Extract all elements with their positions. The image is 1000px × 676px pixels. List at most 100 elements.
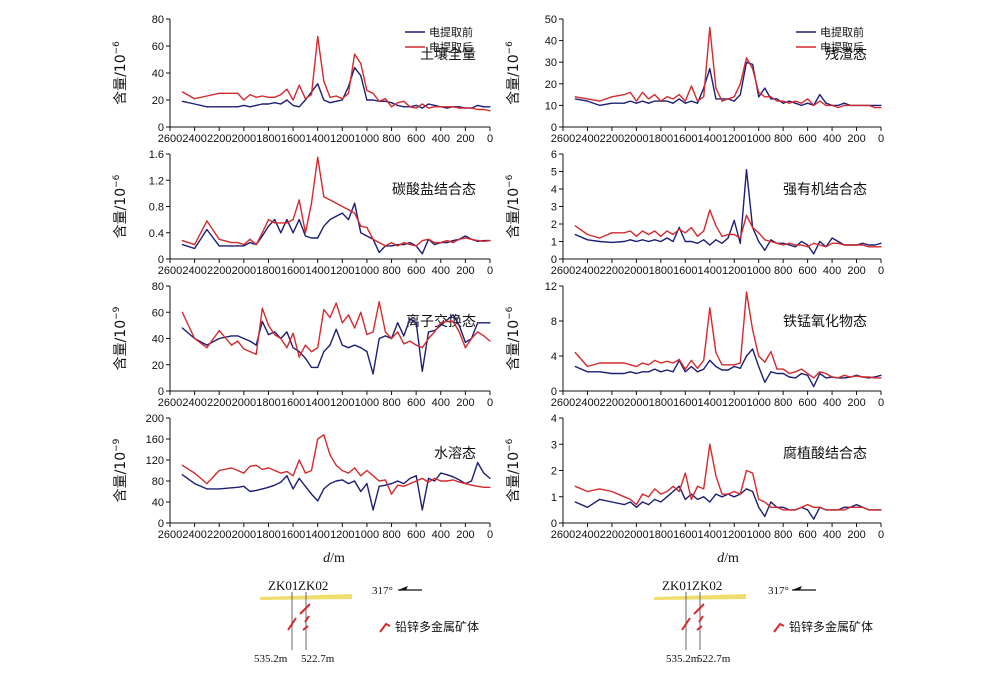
data-point — [837, 242, 839, 244]
data-point — [335, 215, 337, 217]
y-tick-label: 0 — [158, 254, 164, 266]
data-point — [286, 347, 288, 349]
x-tick-label: 2600 — [551, 397, 575, 409]
data-point — [782, 244, 784, 246]
data-point — [813, 518, 815, 520]
data-point — [477, 240, 479, 242]
data-point — [470, 480, 473, 482]
data-point — [874, 246, 876, 248]
data-point — [341, 205, 343, 208]
data-point — [427, 103, 430, 105]
data-point — [366, 483, 368, 485]
data-point — [286, 475, 288, 477]
data-point — [611, 501, 613, 503]
data-point — [574, 225, 576, 227]
data-point — [397, 243, 399, 246]
data-point — [843, 509, 845, 511]
data-point — [249, 340, 251, 342]
data-point — [648, 102, 650, 104]
data-point — [770, 501, 772, 503]
data-point — [825, 246, 827, 248]
data-point — [194, 103, 196, 105]
x-tick-label: 200 — [847, 529, 865, 541]
data-point — [733, 100, 735, 102]
data-point — [660, 493, 662, 495]
data-point — [409, 477, 411, 479]
data-point — [794, 371, 796, 373]
data-point — [280, 232, 282, 234]
data-point — [666, 496, 668, 498]
data-point — [727, 237, 729, 239]
x-tick-label: 800 — [774, 133, 792, 145]
data-point — [354, 480, 356, 482]
data-point — [415, 104, 417, 106]
data-point — [249, 490, 251, 493]
data-point — [843, 374, 845, 376]
y-tick-label: 1 — [551, 237, 557, 249]
data-point — [672, 233, 674, 236]
data-point — [390, 241, 393, 244]
depth-label-zk02: 522.7m — [697, 653, 731, 665]
x-tick-label: 2200 — [207, 397, 231, 409]
data-point — [855, 506, 858, 508]
data-point — [446, 474, 448, 476]
data-point — [298, 106, 300, 108]
x-tick-label: 1800 — [649, 529, 673, 541]
data-point — [837, 509, 839, 511]
data-point — [329, 96, 331, 98]
data-point — [421, 347, 423, 349]
data-point — [782, 368, 784, 370]
data-point — [243, 337, 245, 340]
series-points — [574, 27, 882, 109]
x-tick-label: 400 — [432, 529, 450, 541]
data-point — [310, 469, 313, 472]
data-point — [690, 85, 693, 87]
data-point — [378, 251, 380, 254]
data-point — [446, 106, 448, 108]
x-tick-label: 800 — [382, 529, 400, 541]
north-arrow-icon — [398, 586, 422, 591]
y-tick-label: 160 — [146, 434, 164, 446]
data-point — [317, 156, 319, 158]
data-point — [641, 239, 644, 241]
data-point — [739, 237, 741, 239]
data-point — [298, 356, 300, 358]
data-point — [470, 107, 473, 109]
x-tick-label: 1400 — [305, 133, 329, 145]
data-point — [421, 107, 423, 109]
data-point — [666, 96, 668, 98]
x-tick-label: 2200 — [600, 529, 624, 541]
data-point — [764, 515, 766, 518]
data-point — [574, 96, 576, 98]
y-tick-label: 6 — [551, 149, 557, 161]
x-tick-label: 1200 — [722, 265, 746, 277]
data-point — [421, 240, 423, 242]
data-point — [672, 102, 674, 104]
data-point — [819, 506, 821, 508]
data-point — [880, 377, 882, 379]
data-point — [666, 360, 668, 362]
x-tick-label: 600 — [407, 397, 425, 409]
data-point — [274, 469, 276, 472]
data-point — [819, 240, 821, 243]
data-point — [477, 322, 479, 324]
data-point — [194, 98, 196, 100]
series-line-before — [574, 348, 882, 388]
y-tick-label: 0.8 — [149, 202, 164, 214]
data-point — [440, 324, 442, 326]
data-point — [237, 106, 239, 108]
x-tick-label: 2200 — [600, 397, 624, 409]
x-tick-label: 2000 — [232, 265, 256, 277]
data-point — [304, 232, 306, 234]
data-point — [194, 337, 196, 340]
series-points — [574, 348, 882, 388]
y-axis-label: 含量/10−6 — [112, 41, 129, 105]
data-point — [813, 253, 815, 255]
data-point — [230, 487, 233, 489]
data-point — [181, 474, 183, 476]
data-point — [310, 351, 313, 353]
data-point — [452, 240, 454, 242]
data-point — [696, 367, 699, 369]
data-point — [611, 102, 613, 104]
data-point — [181, 240, 183, 242]
